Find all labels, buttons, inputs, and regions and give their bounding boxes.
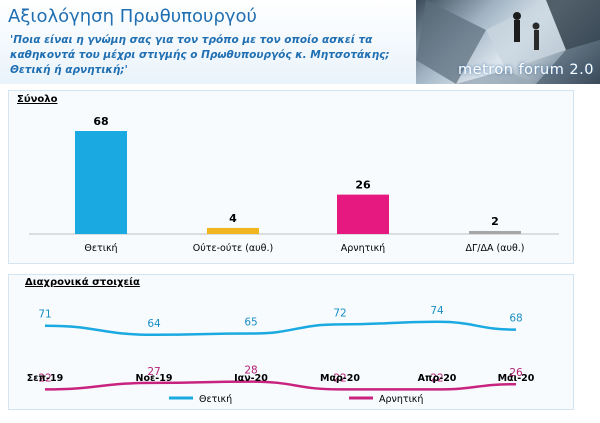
data-label: 22 — [430, 372, 443, 384]
category-label: Θετική — [84, 243, 117, 254]
category-label: ΔΓ/ΔΑ (αυθ.) — [465, 243, 524, 254]
line-chart: 71 64 65 72 74 68 22 27 28 22 22 26 Σεπ-19 Νοε-19 Ιαν-… — [27, 305, 535, 405]
data-label: 64 — [147, 318, 161, 330]
header: Αξιολόγηση Πρωθυπουργού 'Ποια είναι η γν… — [0, 0, 600, 84]
data-label: 65 — [244, 317, 257, 329]
legend-label: Αρνητική — [379, 394, 423, 405]
banner-image: metron forum 2.0 — [416, 0, 600, 84]
category-label: Αρνητική — [341, 243, 385, 254]
banner-pattern — [416, 0, 600, 84]
data-label: 68 — [509, 313, 522, 325]
total-panel: Σύνολο 68 Θετική 4 Ούτε-ούτε (αυθ.) 26 Αρνητι… — [8, 90, 574, 264]
x-tick-label: Ιαν-20 — [234, 373, 268, 384]
legend-label: Θετική — [199, 394, 232, 405]
series-line — [44, 380, 517, 391]
bar-chart: 68 Θετική 4 Ούτε-ούτε (αυθ.) 26 Αρνητική 2 ΔΓ/Δ… — [29, 115, 559, 254]
total-panel-title: Σύνολο — [17, 94, 58, 105]
bar-value-label: 4 — [229, 212, 237, 225]
survey-question: 'Ποια είναι η γνώμη σας για τον τρόπο με… — [10, 34, 390, 76]
bar-value-label: 26 — [355, 179, 371, 192]
x-tick-label: Μάι-20 — [498, 373, 535, 384]
x-tick-label: Απρ-20 — [418, 373, 457, 384]
bar — [207, 227, 259, 234]
bar — [75, 131, 127, 234]
x-tick-label: Μαρ-20 — [320, 373, 360, 384]
x-tick-label: Σεπ-19 — [27, 373, 63, 384]
trend-panel: Διαχρονικά στοιχεία 71 64 65 72 74 68 22 27 28 22… — [8, 274, 574, 410]
data-label: 28 — [244, 365, 257, 377]
data-label: 72 — [333, 307, 346, 319]
series-line — [44, 320, 517, 337]
page-title: Αξιολόγηση Πρωθυπουργού — [8, 6, 257, 27]
data-label: 22 — [333, 372, 346, 384]
data-label: 71 — [38, 309, 51, 321]
bar — [469, 230, 521, 234]
bar-value-label: 68 — [93, 115, 108, 128]
data-label: 27 — [147, 366, 160, 378]
trend-panel-title: Διαχρονικά στοιχεία — [25, 277, 140, 288]
data-label: 22 — [38, 372, 51, 384]
x-tick-label: Νοε-19 — [136, 373, 173, 384]
data-label: 74 — [430, 305, 444, 317]
metron-forum-logo: metron forum 2.0 — [458, 62, 594, 78]
data-label: 26 — [509, 367, 523, 379]
bar-value-label: 2 — [491, 215, 499, 228]
bar — [337, 194, 389, 234]
category-label: Ούτε-ούτε (αυθ.) — [193, 243, 273, 254]
